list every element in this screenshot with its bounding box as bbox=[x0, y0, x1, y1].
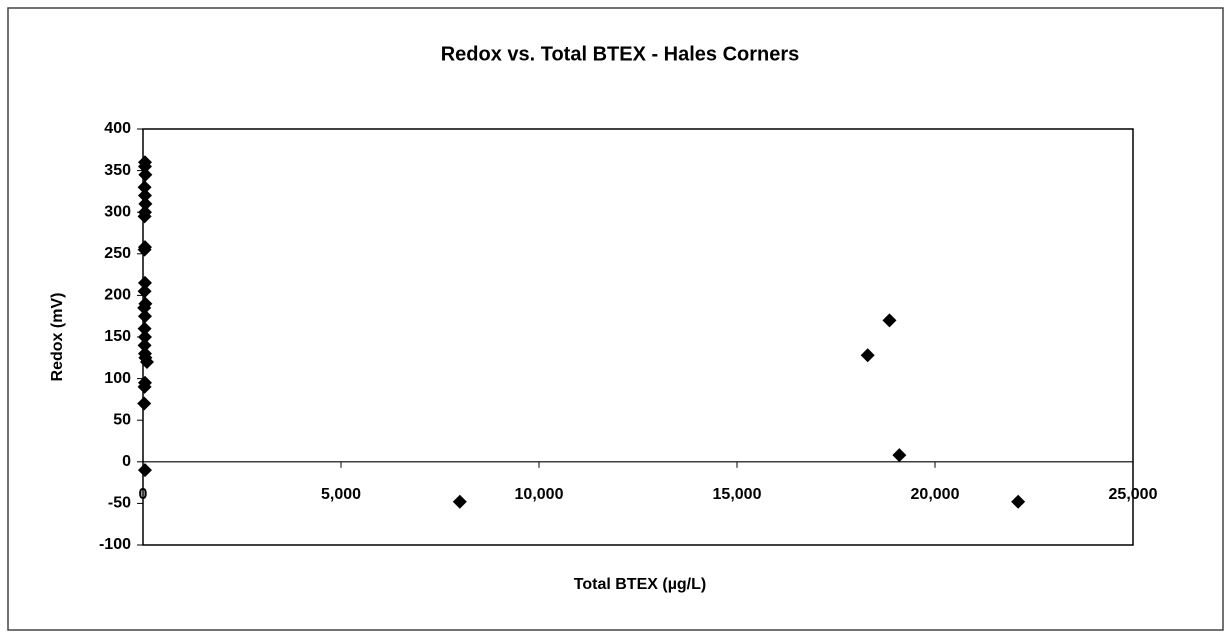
y-tick-label: -50 bbox=[108, 495, 131, 512]
y-tick-label: 200 bbox=[104, 287, 131, 304]
point bbox=[137, 321, 152, 336]
y-tick-label: 100 bbox=[104, 370, 131, 387]
point bbox=[137, 284, 152, 299]
point bbox=[137, 180, 152, 195]
chart-frame bbox=[7, 7, 1224, 631]
x-axis-label: Total BTEX (µg/L) bbox=[574, 576, 706, 593]
y-tick-label: 300 bbox=[104, 203, 131, 220]
point bbox=[137, 300, 152, 315]
x-tick-label: 20,000 bbox=[911, 486, 960, 503]
point bbox=[137, 309, 152, 324]
point bbox=[137, 275, 152, 290]
point bbox=[137, 242, 152, 257]
point bbox=[137, 396, 152, 411]
y-tick-label: -100 bbox=[99, 536, 131, 553]
y-tick-label: 150 bbox=[104, 328, 131, 345]
point bbox=[137, 159, 152, 174]
x-tick-label: 15,000 bbox=[713, 486, 762, 503]
chart-title: Redox vs. Total BTEX - Hales Corners bbox=[441, 43, 800, 65]
point bbox=[882, 313, 897, 328]
x-tick-label: 0 bbox=[139, 486, 148, 503]
point bbox=[137, 188, 152, 203]
point bbox=[137, 379, 152, 394]
y-tick-label: 250 bbox=[104, 245, 131, 262]
point bbox=[138, 196, 153, 211]
x-tick-label: 10,000 bbox=[515, 486, 564, 503]
y-tick-label: 50 bbox=[113, 411, 131, 428]
y-tick-label: 0 bbox=[122, 453, 131, 470]
point bbox=[892, 448, 907, 463]
point bbox=[139, 354, 154, 369]
point bbox=[137, 338, 152, 353]
y-tick-label: 350 bbox=[104, 162, 131, 179]
point bbox=[860, 348, 875, 363]
point bbox=[137, 330, 152, 344]
x-tick-label: 5,000 bbox=[321, 486, 361, 503]
point bbox=[138, 167, 153, 182]
y-tick-label: 400 bbox=[104, 120, 131, 137]
point bbox=[1011, 494, 1026, 509]
x-tick-label: 25,000 bbox=[1109, 486, 1158, 503]
point bbox=[137, 463, 152, 478]
point bbox=[452, 494, 467, 509]
point bbox=[137, 209, 152, 224]
y-axis-label: Redox (mV) bbox=[49, 293, 66, 382]
